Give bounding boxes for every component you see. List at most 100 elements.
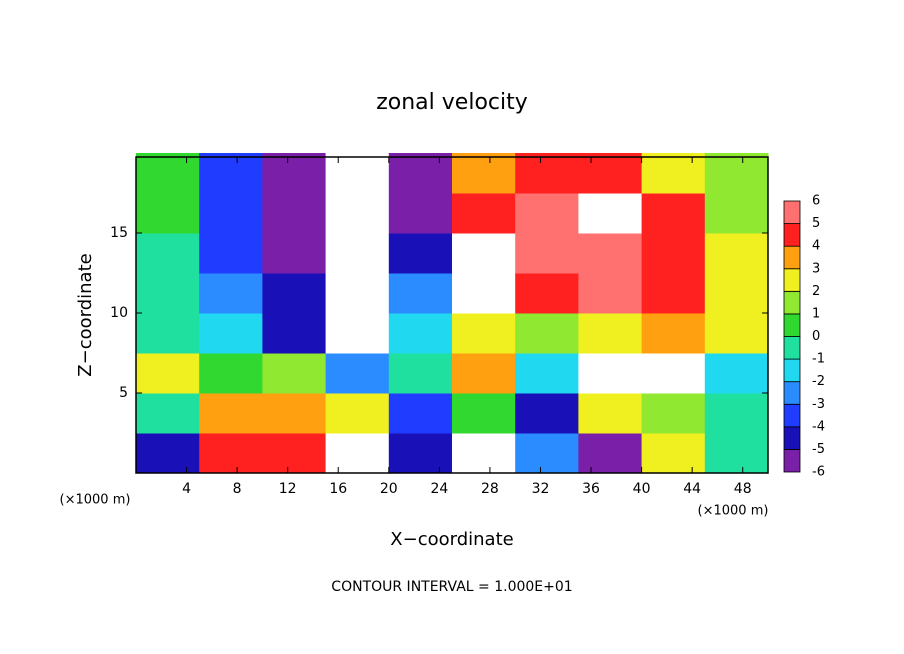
colorbar-label: 4 xyxy=(812,239,820,254)
y-tick-label: 5 xyxy=(119,385,128,401)
heat-cell xyxy=(136,433,200,474)
x-tick-label: 32 xyxy=(532,481,550,497)
x-tick-label: 4 xyxy=(182,481,191,497)
colorbar-box xyxy=(783,426,801,450)
heat-cell xyxy=(262,233,327,274)
heat-cell xyxy=(578,313,643,354)
heat-cell xyxy=(641,193,706,234)
heat-cell xyxy=(578,433,643,474)
heat-cell xyxy=(388,353,453,394)
heat-cell xyxy=(704,193,769,234)
heat-cell xyxy=(325,153,390,194)
colorbar-box xyxy=(783,403,801,428)
x-tick-label: 36 xyxy=(582,481,600,497)
heat-cell xyxy=(325,273,390,314)
heat-cell xyxy=(325,233,390,274)
heat-cell xyxy=(136,353,200,394)
heat-cell xyxy=(704,393,769,434)
heat-cell xyxy=(199,193,263,234)
heat-cell xyxy=(578,233,643,274)
x-tick-label: 40 xyxy=(633,481,651,497)
heat-cell xyxy=(704,433,769,474)
heat-cell xyxy=(578,393,643,434)
x-unit-right: (×1000 m) xyxy=(698,504,769,519)
heat-cell xyxy=(262,153,327,194)
heat-cell xyxy=(262,433,327,474)
colorbar-label: -5 xyxy=(812,442,825,457)
colorbar-box xyxy=(783,313,801,337)
heat-cell xyxy=(515,233,579,274)
heat-cell xyxy=(325,393,390,434)
heat-cell xyxy=(641,153,706,194)
heat-cell xyxy=(704,153,769,194)
x-tick-label: 48 xyxy=(734,481,752,497)
heat-cell xyxy=(452,233,516,274)
colorbar-label: 0 xyxy=(812,329,820,344)
heat-cell xyxy=(388,273,453,314)
heat-cell xyxy=(199,313,263,354)
heat-cell xyxy=(515,353,579,394)
heat-cell xyxy=(136,313,200,354)
heat-cell xyxy=(136,273,200,314)
x-tick-label: 44 xyxy=(683,481,701,497)
x-unit-left: (×1000 m) xyxy=(60,493,131,508)
colorbar-label: 1 xyxy=(812,306,820,321)
y-tick-label: 15 xyxy=(110,225,128,241)
heat-cell xyxy=(262,353,327,394)
heat-cell xyxy=(704,313,769,354)
heat-cell xyxy=(641,393,706,434)
heat-cell xyxy=(388,313,453,354)
heat-cell xyxy=(452,193,516,234)
x-tick-label: 20 xyxy=(380,481,398,497)
heat-cell xyxy=(199,233,263,274)
heat-cell xyxy=(388,433,453,474)
heat-cell xyxy=(388,153,453,194)
heat-cell xyxy=(578,153,643,194)
heat-cell xyxy=(388,193,453,234)
colorbar-box xyxy=(783,358,801,383)
heat-cell xyxy=(641,233,706,274)
heat-cell xyxy=(641,433,706,474)
heat-cell xyxy=(578,193,643,234)
heat-cell xyxy=(199,273,263,314)
heat-cell xyxy=(325,313,390,354)
plot-frame xyxy=(135,156,769,474)
x-tick-label: 28 xyxy=(481,481,499,497)
heat-cell xyxy=(199,153,263,194)
colorbar-label: -3 xyxy=(812,397,825,412)
colorbar-label: 5 xyxy=(812,216,820,231)
heat-cell xyxy=(578,273,643,314)
heat-cell xyxy=(325,193,390,234)
y-tick-label: 10 xyxy=(110,305,128,321)
heat-cell xyxy=(388,393,453,434)
colorbar-box xyxy=(783,200,801,224)
colorbar-box xyxy=(783,290,801,315)
heat-cell xyxy=(136,153,200,194)
heat-cell xyxy=(262,273,327,314)
heat-cell xyxy=(515,153,579,194)
heat-cell xyxy=(199,433,263,474)
heat-cell xyxy=(136,193,200,234)
x-tick-label: 8 xyxy=(233,481,242,497)
colorbar-box xyxy=(783,336,801,360)
colorbar-box xyxy=(783,245,801,270)
colorbar-box xyxy=(783,223,801,247)
heat-cell xyxy=(262,393,327,434)
colorbar-label: -1 xyxy=(812,352,825,367)
heat-cell xyxy=(452,313,516,354)
colorbar-label: 3 xyxy=(812,261,820,276)
x-tick-label: 24 xyxy=(430,481,448,497)
colorbar-label: -6 xyxy=(812,465,825,480)
heat-cell xyxy=(199,393,263,434)
heat-cell xyxy=(325,433,390,474)
colorbar-label: -4 xyxy=(812,419,825,434)
heat-cell xyxy=(452,393,516,434)
heat-cell xyxy=(641,313,706,354)
heat-cell xyxy=(199,353,263,394)
chart-title: zonal velocity xyxy=(376,90,528,115)
heat-cell xyxy=(136,393,200,434)
heat-cell xyxy=(262,313,327,354)
heat-cell xyxy=(452,433,516,474)
